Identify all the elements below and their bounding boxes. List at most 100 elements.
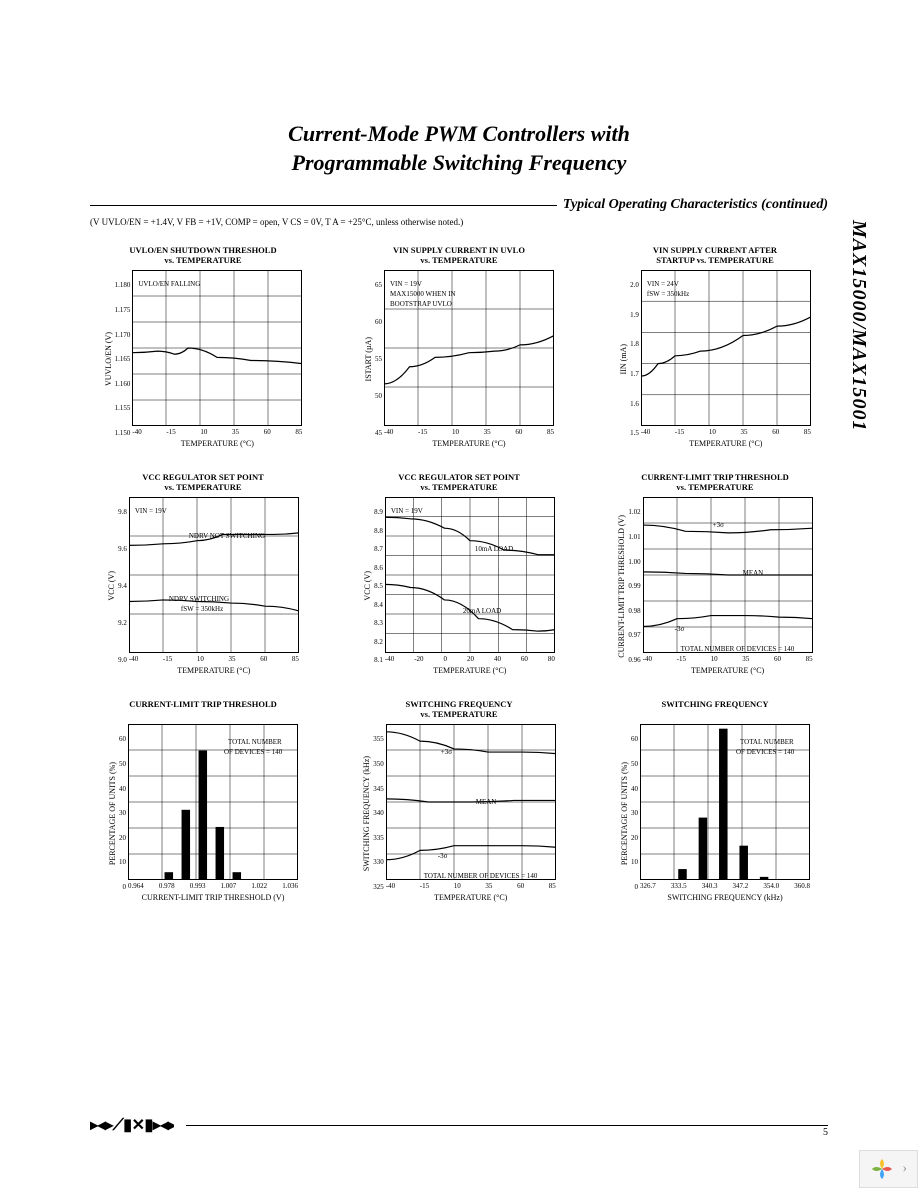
x-tick: 1.022: [251, 882, 267, 890]
x-tick: -15: [166, 428, 175, 436]
flower-icon: [870, 1157, 894, 1181]
x-tick: -15: [418, 428, 427, 436]
chart: UVLO/EN SHUTDOWN THRESHOLD vs. TEMPERATU…: [90, 245, 316, 448]
x-tick: -40: [641, 428, 650, 436]
x-tick: 85: [806, 655, 813, 663]
x-tick: -15: [420, 882, 429, 890]
chart-plot: [386, 724, 556, 880]
y-tick: 8.4: [374, 601, 383, 609]
chart-title: SWITCHING FREQUENCY vs. TEMPERATURE: [406, 699, 513, 721]
chart: VIN SUPPLY CURRENT AFTER STARTUP vs. TEM…: [602, 245, 828, 448]
chart-annotation: 10mA LOAD: [475, 545, 513, 553]
x-tick: 10: [197, 655, 204, 663]
y-tick: 1.9: [630, 311, 639, 319]
y-tick: 9.8: [118, 508, 127, 516]
y-tick: 50: [375, 392, 382, 400]
y-tick: 1.155: [115, 404, 131, 412]
section-title: Typical Operating Characteristics (conti…: [557, 197, 828, 213]
chart-annotation: BOOTSTRAP UVLO: [390, 300, 452, 308]
y-tick: 8.8: [374, 527, 383, 535]
x-axis-label: CURRENT-LIMIT TRIP THRESHOLD (V): [142, 893, 285, 902]
x-tick: 85: [547, 428, 554, 436]
x-ticks: -40-1510356085: [641, 428, 811, 436]
y-tick: 1.150: [115, 429, 131, 437]
y-axis-label: CURRENT-LIMIT TRIP THRESHOLD (V): [617, 515, 626, 658]
y-tick: 8.1: [374, 656, 383, 664]
x-tick: 10: [200, 428, 207, 436]
chart-title: VCC REGULATOR SET POINT vs. TEMPERATURE: [142, 472, 264, 494]
y-tick: 8.5: [374, 582, 383, 590]
y-tick: 45: [375, 429, 382, 437]
y-axis-label: VCC (V): [363, 571, 372, 601]
y-tick: 30: [119, 809, 126, 817]
x-axis-label: TEMPERATURE (°C): [181, 439, 254, 448]
y-tick: 1.180: [115, 281, 131, 289]
x-ticks: -40-20020406080: [385, 655, 555, 663]
chevron-right-icon: ›: [902, 1161, 907, 1177]
y-tick: 60: [375, 318, 382, 326]
y-tick: 0.98: [628, 607, 640, 615]
y-tick: 0.96: [628, 656, 640, 664]
y-ticks: 1.021.011.000.990.980.970.96: [628, 508, 640, 664]
y-axis-label: PERCENTAGE OF UNITS (%): [108, 762, 117, 865]
chart-annotation: TOTAL NUMBER OF DEVICES = 140: [681, 645, 795, 653]
x-axis-label: TEMPERATURE (°C): [433, 666, 506, 675]
chart-annotation: TOTAL NUMBER: [740, 738, 794, 746]
x-tick: 20: [467, 655, 474, 663]
y-tick: 9.6: [118, 545, 127, 553]
y-tick: 0: [635, 883, 639, 891]
chart: VCC REGULATOR SET POINT vs. TEMPERATURE V…: [90, 472, 316, 675]
x-ticks: -40-1510356085: [132, 428, 302, 436]
x-tick: -40: [643, 655, 652, 663]
y-tick: 10: [119, 858, 126, 866]
y-tick: 10: [631, 858, 638, 866]
chart-title: SWITCHING FREQUENCY: [662, 699, 769, 721]
y-axis-label: VCC (V): [107, 571, 116, 601]
y-tick: 8.7: [374, 545, 383, 553]
y-ticks: 1.1801.1751.1701.1651.1601.1551.150: [115, 281, 131, 437]
x-tick: 0.964: [128, 882, 144, 890]
y-tick: 9.2: [118, 619, 127, 627]
svg-text:▸◂▸⟋▮✕▮▸◂▸: ▸◂▸⟋▮✕▮▸◂▸: [90, 1117, 174, 1134]
y-ticks: 355350345340335330325: [373, 735, 384, 891]
x-tick: 35: [741, 428, 748, 436]
x-tick: 0.993: [190, 882, 206, 890]
y-tick: 40: [119, 785, 126, 793]
x-axis-label: TEMPERATURE (°C): [434, 893, 507, 902]
y-ticks: 6560555045: [375, 281, 382, 437]
x-ticks: 0.9640.9780.9931.0071.0221.036: [128, 882, 298, 890]
x-tick: 60: [521, 655, 528, 663]
x-tick: 35: [484, 428, 491, 436]
x-axis-label: TEMPERATURE (°C): [691, 666, 764, 675]
x-tick: 60: [517, 882, 524, 890]
page-footer: ▸◂▸⟋▮✕▮▸◂▸: [90, 1116, 828, 1134]
y-tick: 1.8: [630, 340, 639, 348]
x-tick: 60: [774, 655, 781, 663]
x-tick: -40: [385, 655, 394, 663]
chart: VIN SUPPLY CURRENT IN UVLO vs. TEMPERATU…: [346, 245, 572, 448]
y-ticks: 2.01.91.81.71.61.5: [630, 281, 639, 437]
y-tick: 345: [373, 785, 384, 793]
y-tick: 350: [373, 760, 384, 768]
chart-annotation: -3σ: [675, 625, 685, 633]
chart-title: UVLO/EN SHUTDOWN THRESHOLD vs. TEMPERATU…: [129, 245, 276, 267]
chart-annotation: MEAN: [476, 798, 497, 806]
part-number-side-label: MAX15000/MAX15001: [847, 220, 870, 431]
chart-plot: [385, 497, 555, 653]
x-ticks: -40-1510356085: [643, 655, 813, 663]
y-axis-label: VUVLO/EN (V): [104, 332, 113, 386]
corner-badge[interactable]: ›: [859, 1150, 918, 1188]
chart-plot: [643, 497, 813, 653]
y-tick: 340: [373, 809, 384, 817]
x-tick: 60: [772, 428, 779, 436]
chart: SWITCHING FREQUENCYPERCENTAGE OF UNITS (…: [602, 699, 828, 902]
page-title: Current-Mode PWM Controllers with Progra…: [70, 120, 848, 177]
chart-grid: UVLO/EN SHUTDOWN THRESHOLD vs. TEMPERATU…: [90, 245, 828, 902]
y-tick: 20: [119, 834, 126, 842]
x-axis-label: SWITCHING FREQUENCY (kHz): [667, 893, 782, 902]
chart-annotation: +3σ: [441, 748, 452, 756]
x-tick: 85: [549, 882, 556, 890]
chart-annotation: -3σ: [438, 852, 448, 860]
y-tick: 8.6: [374, 564, 383, 572]
x-ticks: -40-1510356085: [384, 428, 554, 436]
